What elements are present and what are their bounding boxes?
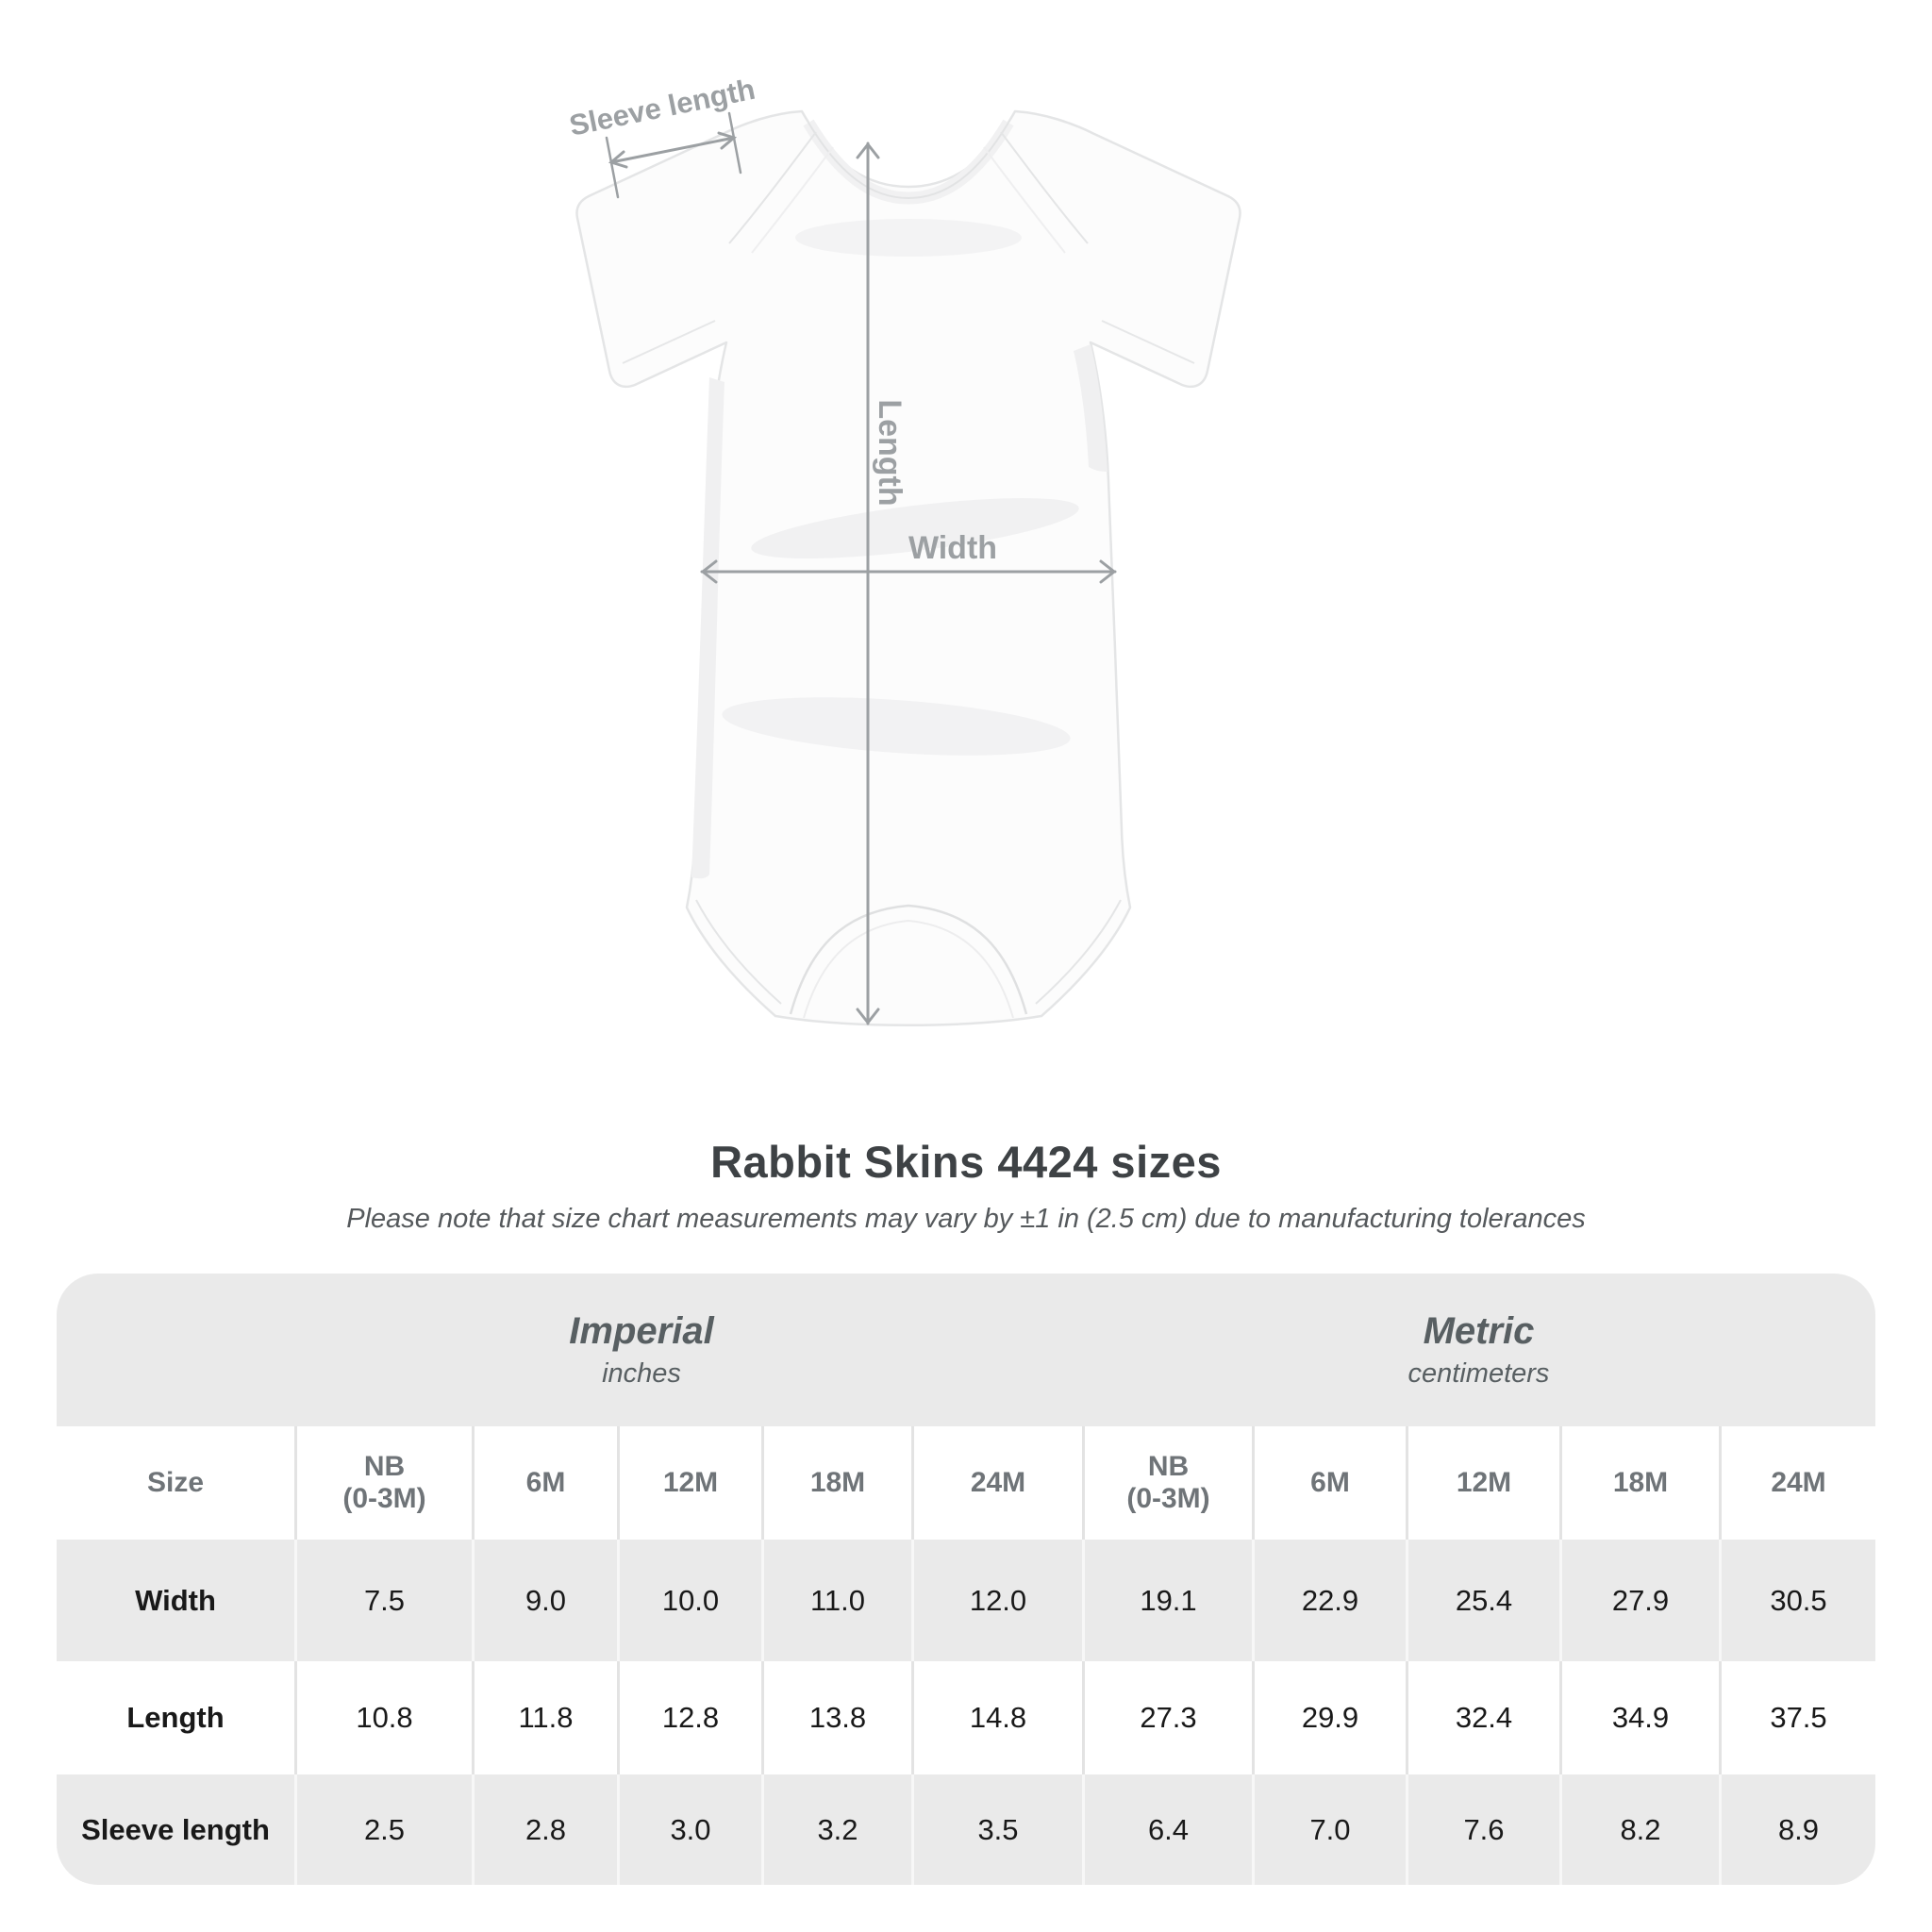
width-value: 22.9 [1252,1540,1406,1661]
length-value: 11.8 [472,1661,617,1774]
length-value: 27.3 [1082,1661,1252,1774]
neckband [803,119,1014,205]
sizes-table: Size NB (0-3M) 6M 12M 18M 24M NB (0-3M) … [57,1426,1875,1885]
length-value: 12.8 [617,1661,761,1774]
imperial-section-header: Imperial inches [57,1274,1226,1426]
imperial-unit: inches [602,1358,681,1389]
length-value: 37.5 [1719,1661,1875,1774]
width-value: 9.0 [472,1540,617,1661]
length-arrow [856,142,880,1025]
sleeve-value: 6.4 [1082,1774,1252,1885]
sleeve-value: 7.0 [1252,1774,1406,1885]
width-row-label: Width [57,1540,294,1661]
col-head-6m-metric: 6M [1252,1426,1406,1540]
width-arrow [700,559,1117,584]
metric-title: Metric [1423,1310,1535,1352]
bodysuit-silhouette [575,109,1241,1026]
sleeve-value: 2.8 [472,1774,617,1885]
sleeve-value: 2.5 [294,1774,472,1885]
metric-section-header: Metric centimeters [1082,1274,1875,1426]
col-head-nb-imperial: NB (0-3M) [294,1426,472,1540]
width-value: 7.5 [294,1540,472,1661]
sleeve-value: 7.6 [1406,1774,1559,1885]
snap-flap [789,904,1028,1019]
width-row: Width 7.5 9.0 10.0 11.0 12.0 19.1 22.9 2… [57,1540,1875,1661]
sleeve-hems [622,320,1195,364]
sleeve-value: 8.2 [1559,1774,1719,1885]
leg-bindings [695,899,1122,1005]
sleeve-value: 3.5 [911,1774,1082,1885]
length-value: 34.9 [1559,1661,1719,1774]
col-head-6m-imperial: 6M [472,1426,617,1540]
length-value: 29.9 [1252,1661,1406,1774]
col-head-24m-imperial: 24M [911,1426,1082,1540]
table-header-row: Size NB (0-3M) 6M 12M 18M 24M NB (0-3M) … [57,1426,1875,1540]
length-value: 14.8 [911,1661,1082,1774]
length-row-label: Length [57,1661,294,1774]
length-row: Length 10.8 11.8 12.8 13.8 14.8 27.3 29.… [57,1661,1875,1774]
col-head-12m-imperial: 12M [617,1426,761,1540]
col-head-18m-metric: 18M [1559,1426,1719,1540]
length-value: 32.4 [1406,1661,1559,1774]
unit-band: Imperial inches Metric centimeters [57,1274,1875,1426]
page-title: Rabbit Skins 4424 sizes [710,1137,1222,1187]
width-value: 12.0 [911,1540,1082,1661]
col-head-18m-imperial: 18M [761,1426,911,1540]
sleeve-value: 3.2 [761,1774,911,1885]
width-label: Width [908,530,997,566]
length-value: 10.8 [294,1661,472,1774]
lap-shoulder-seams [728,131,1089,254]
imperial-title: Imperial [569,1310,714,1352]
fabric-shading [691,219,1108,879]
size-table: Imperial inches Metric centimeters Size … [57,1274,1875,1885]
width-value: 25.4 [1406,1540,1559,1661]
bodysuit-illustration: Sleeve length Length Width [566,73,1241,1026]
sleeve-value: 3.0 [617,1774,761,1885]
bodysuit-diagram: Sleeve length Length Width [547,73,1264,1057]
tolerance-note: Please note that size chart measurements… [346,1204,1586,1234]
metric-unit: centimeters [1407,1358,1550,1389]
col-head-24m-metric: 24M [1719,1426,1875,1540]
width-value: 27.9 [1559,1540,1719,1661]
width-value: 19.1 [1082,1540,1252,1661]
sleeve-value: 8.9 [1719,1774,1875,1885]
col-head-12m-metric: 12M [1406,1426,1559,1540]
col-head-nb-metric: NB (0-3M) [1082,1426,1252,1540]
col-head-size: Size [57,1426,294,1540]
sleeve-length-arrow [605,111,742,199]
width-value: 10.0 [617,1540,761,1661]
width-value: 11.0 [761,1540,911,1661]
width-value: 30.5 [1719,1540,1875,1661]
length-value: 13.8 [761,1661,911,1774]
sleeve-row-label: Sleeve length [57,1774,294,1885]
sleeve-length-row: Sleeve length 2.5 2.8 3.0 3.2 3.5 6.4 7.… [57,1774,1875,1885]
length-label: Length [872,399,908,506]
